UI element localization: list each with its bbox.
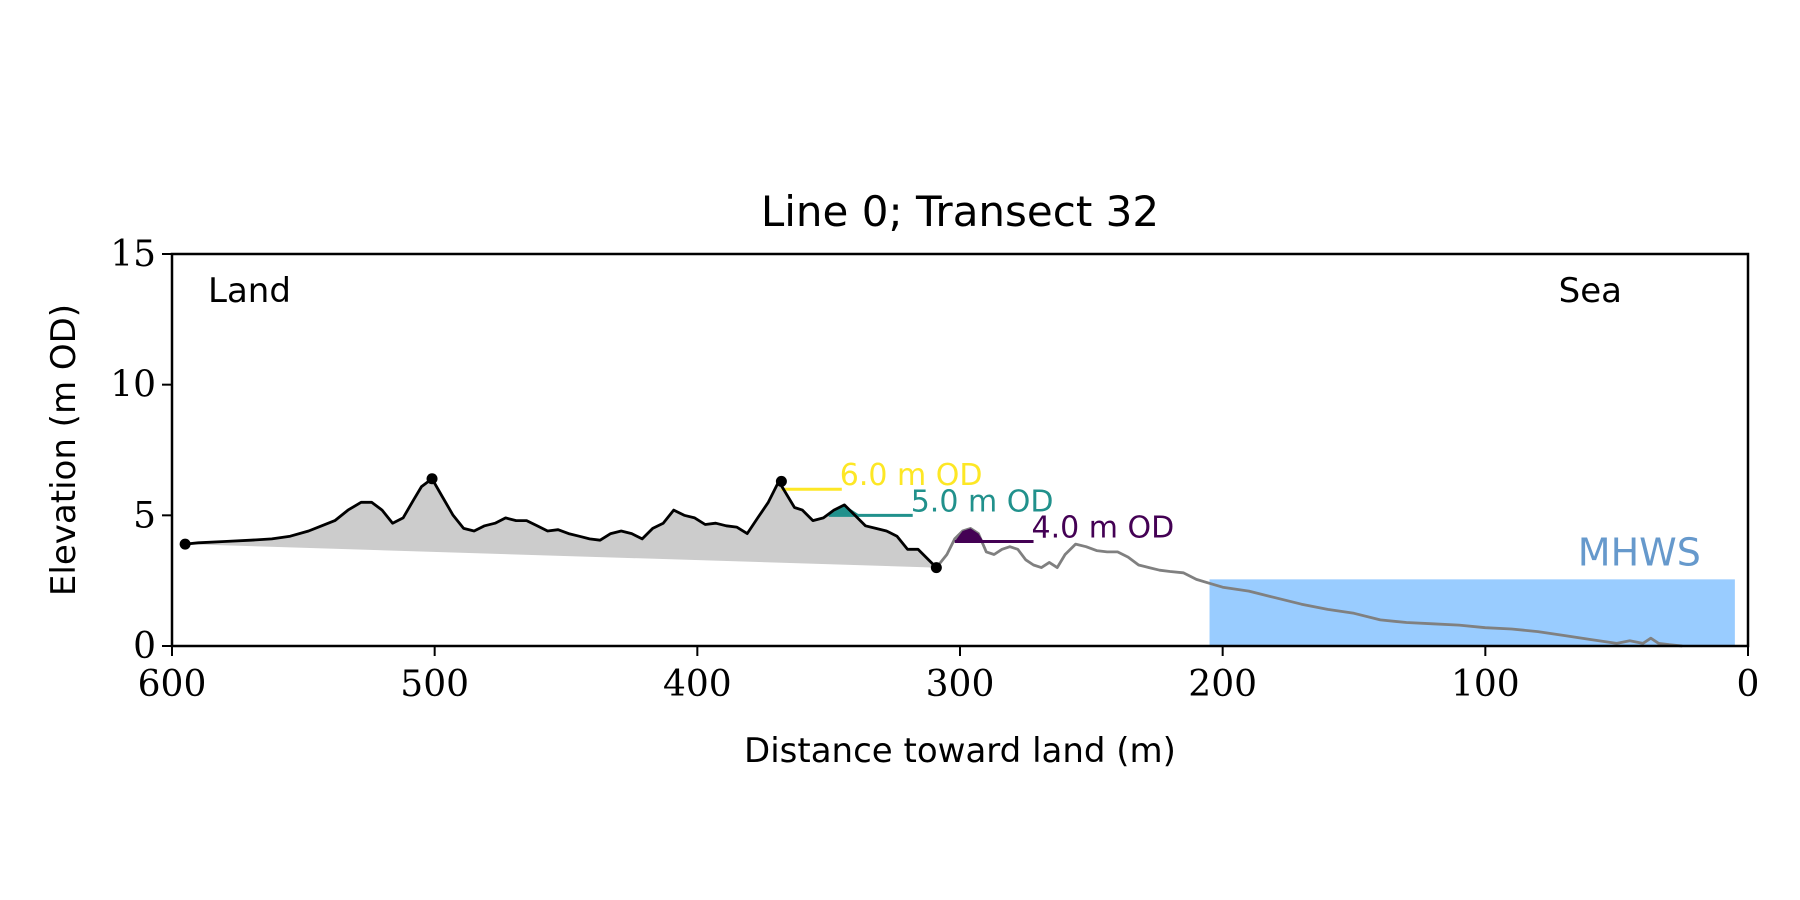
level-label-2: 4.0 m OD (1032, 510, 1175, 545)
y-axis-label: Elevation (m OD) (44, 304, 84, 596)
x-tick-label-5: 100 (1451, 664, 1520, 705)
plot-layer: 6.0 m OD5.0 m OD4.0 m OD MHWS (179, 458, 1735, 648)
y-tick-label-2: 10 (110, 365, 156, 406)
chart-title: Line 0; Transect 32 (761, 187, 1159, 236)
y-tick-label-3: 15 (110, 234, 156, 275)
sea-profile-line (935, 527, 1683, 648)
x-tick-label-0: 600 (138, 664, 207, 705)
profile-marker-1 (426, 473, 438, 485)
x-tick-label-1: 500 (400, 664, 469, 705)
mhws-water-area (1209, 579, 1735, 646)
x-tick-label-6: 0 (1737, 664, 1760, 705)
profile-marker-2 (775, 475, 787, 487)
y-tick-label-1: 5 (133, 495, 156, 536)
land-annotation: Land (208, 271, 291, 311)
y-tick-label-0: 0 (133, 626, 156, 667)
land-profile-line (184, 477, 938, 569)
ticks-layer: 600 500 400 300 200 100 0 0 5 10 15 (110, 234, 1759, 705)
mhws-label: MHWS (1578, 530, 1701, 574)
x-tick-label-3: 300 (926, 664, 995, 705)
profile-marker-3 (930, 562, 942, 574)
sea-annotation: Sea (1559, 271, 1622, 311)
level-fill-2 (954, 528, 984, 542)
x-tick-label-4: 200 (1188, 664, 1257, 705)
land-profile-fill (185, 478, 937, 568)
x-axis-label: Distance toward land (m) (744, 731, 1176, 771)
level-label-0: 6.0 m OD (840, 458, 983, 493)
x-tick-label-2: 400 (663, 664, 732, 705)
profile-marker-0 (179, 538, 191, 550)
level-label-1: 5.0 m OD (911, 484, 1054, 519)
